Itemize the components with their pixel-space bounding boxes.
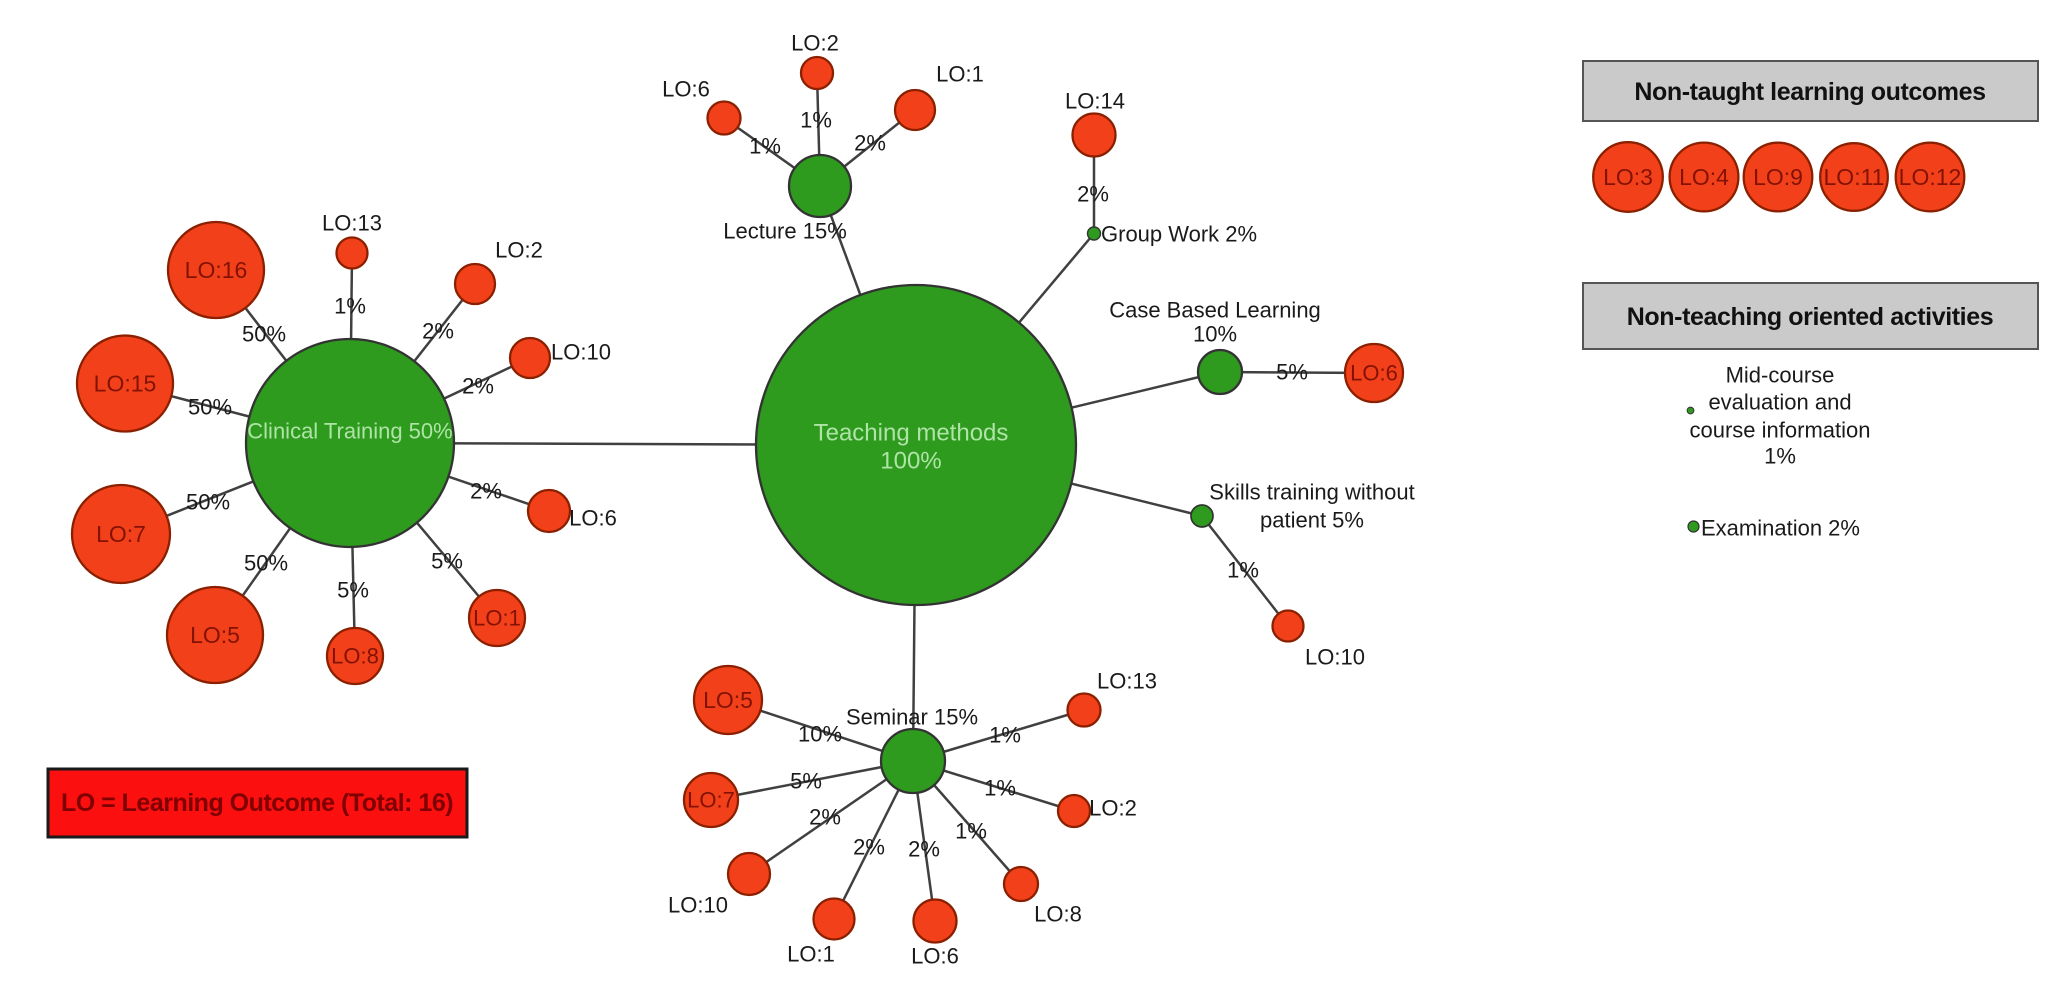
svg-text:10%: 10% [798, 722, 842, 747]
svg-text:1%: 1% [749, 134, 781, 159]
svg-text:1%: 1% [989, 723, 1021, 748]
svg-text:50%: 50% [242, 322, 286, 347]
svg-text:Group Work 2%: Group Work 2% [1101, 222, 1257, 247]
svg-text:1%: 1% [1764, 444, 1796, 469]
svg-text:LO:5: LO:5 [190, 622, 240, 648]
svg-text:50%: 50% [186, 490, 230, 515]
svg-text:LO:8: LO:8 [1034, 902, 1082, 927]
svg-text:Mid-course: Mid-course [1726, 363, 1835, 388]
svg-text:Non-teaching oriented activiti: Non-teaching oriented activities [1627, 303, 1993, 331]
svg-text:LO:6: LO:6 [911, 944, 959, 969]
svg-text:Examination 2%: Examination 2% [1701, 516, 1860, 541]
svg-text:1%: 1% [955, 819, 987, 844]
svg-text:LO:16: LO:16 [185, 257, 248, 283]
svg-text:Teaching methods: Teaching methods [814, 420, 1009, 447]
svg-text:5%: 5% [1276, 360, 1308, 385]
svg-text:1%: 1% [800, 108, 832, 133]
svg-text:course information: course information [1690, 418, 1871, 443]
svg-text:LO:4: LO:4 [1679, 164, 1729, 190]
svg-text:LO:1: LO:1 [473, 606, 521, 631]
svg-text:LO:1: LO:1 [787, 942, 835, 967]
svg-text:LO:6: LO:6 [662, 77, 710, 102]
svg-text:Clinical Training 50%: Clinical Training 50% [247, 419, 452, 444]
svg-text:Lecture 15%: Lecture 15% [723, 219, 847, 244]
svg-text:2%: 2% [470, 479, 502, 504]
svg-text:LO:2: LO:2 [1089, 796, 1137, 821]
svg-text:2%: 2% [854, 131, 886, 156]
svg-text:LO:12: LO:12 [1899, 164, 1962, 190]
svg-text:Seminar 15%: Seminar 15% [846, 705, 978, 730]
svg-text:1%: 1% [1227, 558, 1259, 583]
svg-text:Skills training without: Skills training without [1209, 480, 1414, 505]
svg-text:LO:2: LO:2 [791, 31, 839, 56]
svg-text:2%: 2% [908, 837, 940, 862]
svg-text:100%: 100% [880, 448, 941, 475]
svg-text:LO:10: LO:10 [551, 340, 611, 365]
svg-text:LO:5: LO:5 [703, 687, 753, 713]
svg-text:50%: 50% [244, 551, 288, 576]
svg-text:LO:10: LO:10 [668, 893, 728, 918]
svg-text:LO:10: LO:10 [1305, 645, 1365, 670]
svg-text:2%: 2% [422, 319, 454, 344]
svg-text:LO = Learning Outcome (Total:: LO = Learning Outcome (Total: 16) [61, 789, 453, 817]
svg-text:LO:15: LO:15 [94, 371, 157, 397]
svg-text:5%: 5% [431, 549, 463, 574]
svg-text:2%: 2% [853, 835, 885, 860]
svg-text:LO:1: LO:1 [936, 62, 984, 87]
svg-text:LO:2: LO:2 [495, 238, 543, 263]
svg-text:5%: 5% [790, 769, 822, 794]
svg-text:LO:14: LO:14 [1065, 89, 1125, 114]
svg-text:LO:13: LO:13 [1097, 669, 1157, 694]
svg-text:LO:13: LO:13 [322, 211, 382, 236]
svg-text:LO:3: LO:3 [1603, 164, 1653, 190]
svg-text:10%: 10% [1193, 322, 1237, 347]
svg-text:1%: 1% [334, 294, 366, 319]
svg-text:50%: 50% [188, 395, 232, 420]
svg-text:1%: 1% [984, 776, 1016, 801]
svg-text:2%: 2% [809, 805, 841, 830]
svg-text:LO:8: LO:8 [331, 644, 379, 669]
svg-text:5%: 5% [337, 578, 369, 603]
svg-text:LO:7: LO:7 [96, 521, 146, 547]
svg-text:LO:6: LO:6 [1350, 361, 1398, 386]
svg-text:LO:6: LO:6 [569, 506, 617, 531]
svg-text:2%: 2% [1077, 182, 1109, 207]
svg-text:patient 5%: patient 5% [1260, 508, 1364, 533]
svg-text:Case Based Learning: Case Based Learning [1109, 298, 1321, 323]
svg-text:LO:7: LO:7 [687, 788, 735, 813]
svg-text:2%: 2% [462, 374, 494, 399]
svg-text:Non-taught learning outcomes: Non-taught learning outcomes [1634, 78, 1985, 106]
svg-text:LO:9: LO:9 [1753, 164, 1803, 190]
svg-text:evaluation and: evaluation and [1708, 390, 1851, 415]
svg-text:LO:11: LO:11 [1824, 164, 1885, 190]
